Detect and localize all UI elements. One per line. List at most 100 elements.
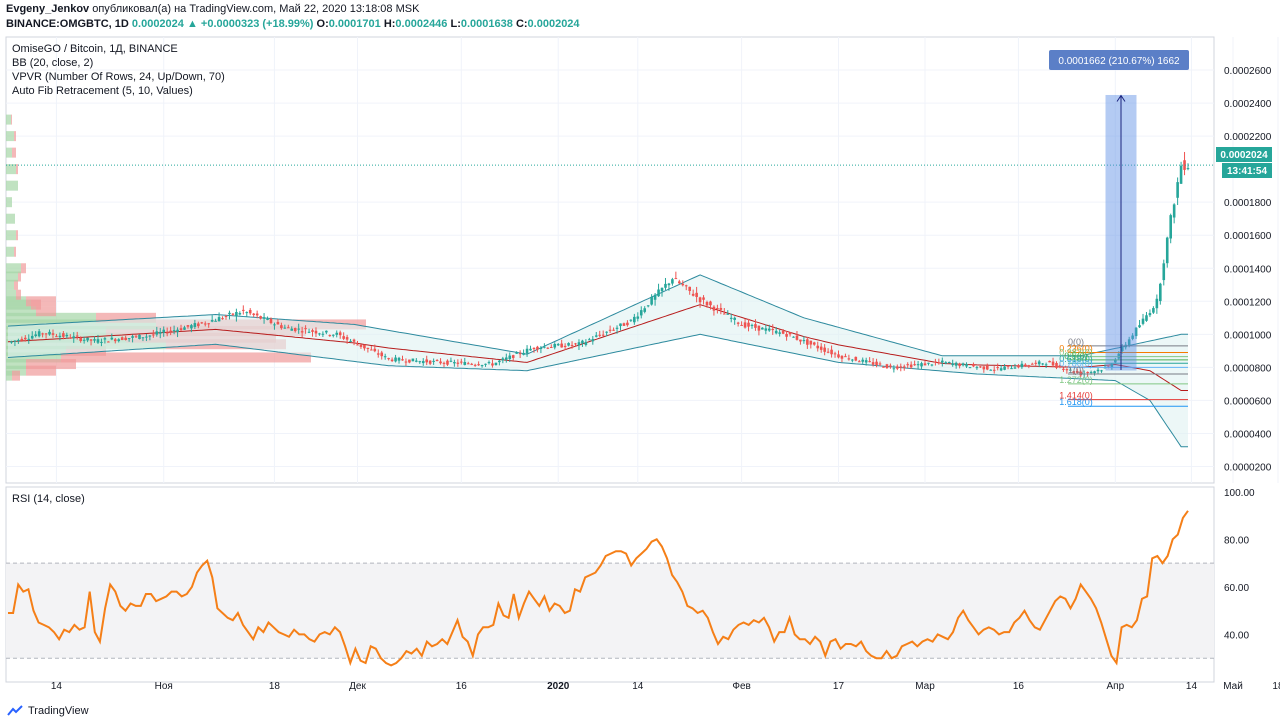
candle-body — [484, 363, 487, 365]
candle-body — [515, 352, 518, 354]
vpvr-up-bar — [6, 230, 16, 241]
candle-body — [498, 360, 501, 363]
candle-body — [155, 331, 159, 335]
chart-canvas[interactable]: 0(0)0.236(0)0.382(0)0.5(0)0.618(0)0.786(… — [0, 34, 1280, 700]
candle-body — [716, 308, 719, 310]
candle-body — [958, 363, 961, 367]
candle-body — [726, 313, 730, 315]
candle-body — [577, 342, 581, 346]
candle-body — [179, 328, 183, 331]
candle-body — [266, 318, 269, 320]
candle-body — [556, 344, 560, 346]
candle-body — [937, 362, 941, 364]
candle-body — [390, 359, 394, 362]
candle-body — [224, 316, 228, 318]
candle-body — [878, 363, 882, 365]
vpvr-down-bar — [12, 370, 20, 381]
candle-body — [594, 335, 598, 337]
candle-body — [992, 369, 996, 371]
time-axis[interactable]: 14 Ноя 18 Дек 16 2020 14 Фев 17 Мар 16 Апр 14 Май 18 — [51, 681, 1280, 692]
candle-body — [660, 287, 664, 292]
candle-body — [242, 309, 245, 311]
candle-body — [954, 362, 958, 366]
candle-body — [425, 359, 429, 363]
candle-body — [359, 344, 363, 347]
price-tick-label: 0.0001200 — [1224, 297, 1272, 308]
candle-body — [259, 316, 262, 319]
candle-body — [712, 306, 716, 311]
candle-body — [24, 337, 27, 340]
author-name[interactable]: Evgeny_Jenkov — [6, 3, 90, 15]
candle-body — [342, 336, 345, 339]
last-price: 0.0002024 — [131, 18, 184, 30]
candle-body — [982, 366, 986, 370]
candle-body — [1003, 366, 1006, 370]
legend-fib: Auto Fib Retracement (5, 10, Values) — [12, 85, 193, 97]
candle-body — [1041, 363, 1044, 365]
candle-body — [58, 335, 62, 338]
candle-body — [1017, 366, 1020, 368]
candle-body — [733, 317, 736, 320]
vpvr-down-bar — [26, 296, 56, 307]
candle-body — [262, 317, 266, 319]
fib-level-label: 1.618(0) — [1059, 397, 1093, 407]
candle-body — [771, 328, 775, 331]
candle-body — [238, 313, 242, 315]
candle-body — [812, 342, 816, 345]
candle-body — [785, 333, 788, 337]
candle-body — [553, 343, 557, 348]
candle-body — [383, 356, 387, 358]
candle-body — [837, 354, 840, 358]
candle-body — [1093, 371, 1096, 374]
measure-tool[interactable] — [1105, 94, 1137, 371]
rsi-tick-label: 80.00 — [1224, 535, 1249, 546]
candle-body — [75, 335, 79, 337]
price-badge-box — [1216, 147, 1272, 162]
candle-body — [588, 339, 591, 341]
candle-body — [318, 333, 321, 335]
price-axis[interactable]: 0.0000200 0.0000400 0.0000600 0.0000800 0.00… — [1224, 66, 1272, 473]
candle-body — [560, 343, 563, 348]
candle-body — [681, 283, 685, 286]
candle-body — [508, 355, 512, 359]
tradingview-logo[interactable]: TradingView — [6, 705, 89, 717]
candle-body — [778, 332, 781, 334]
candle-body — [37, 331, 41, 337]
candle-body — [584, 341, 588, 345]
candle-body — [844, 356, 847, 358]
candle-body — [736, 322, 740, 324]
candle-body — [421, 361, 425, 364]
candle-body — [916, 364, 920, 366]
candle-body — [729, 317, 733, 319]
candle-body — [896, 366, 899, 369]
candle-body — [466, 363, 470, 365]
candle-body — [934, 361, 937, 363]
legend-bb: BB (20, close, 2) — [12, 57, 93, 69]
candle-body — [304, 328, 307, 330]
candle-body — [671, 279, 674, 284]
fib-level-label: 0.786(0) — [1059, 358, 1093, 368]
candle-body — [504, 357, 508, 360]
vpvr-up-bar — [6, 147, 12, 158]
vpvr-down-bar — [26, 359, 76, 370]
candle-body — [695, 292, 698, 298]
candle-body — [20, 338, 24, 341]
rsi-axis[interactable]: 40.00 60.00 80.00 100.00 — [1224, 488, 1255, 642]
time-tick-label: 18 — [269, 681, 281, 692]
candle-body — [1172, 204, 1176, 218]
candle-body — [650, 296, 653, 305]
candle-body — [601, 334, 605, 336]
candle-body — [376, 353, 380, 355]
time-tick-label: 16 — [1013, 681, 1025, 692]
candle-body — [684, 285, 688, 287]
candle-body — [622, 323, 626, 326]
candle-body — [217, 317, 221, 322]
candle-body — [1148, 313, 1152, 316]
candle-body — [494, 362, 498, 366]
candle-body — [851, 359, 854, 361]
chart-header: Evgeny_Jenkov опубликовал(а) на TradingV… — [0, 0, 1280, 34]
bb-lower-line — [7, 333, 1188, 448]
candle-body — [536, 346, 539, 350]
candle-body — [221, 318, 224, 320]
candle-body — [432, 360, 435, 362]
